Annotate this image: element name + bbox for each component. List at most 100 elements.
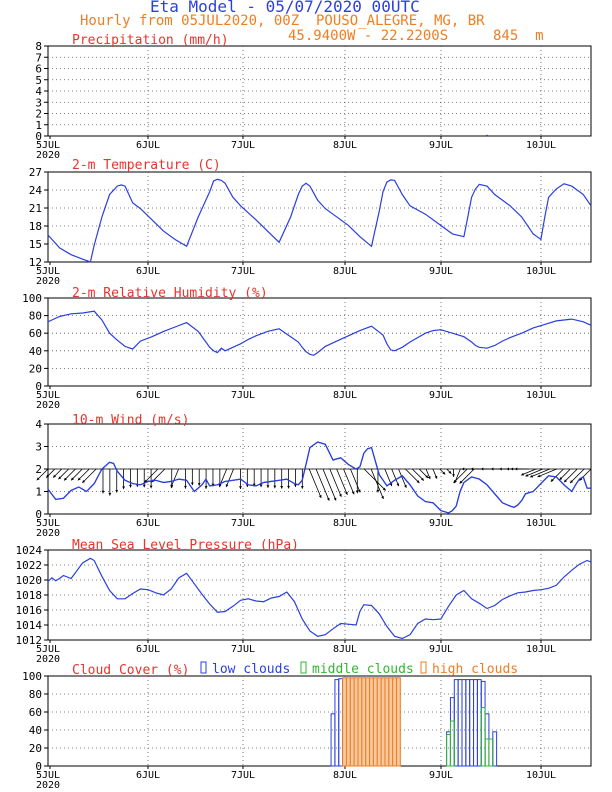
wind-vector-head xyxy=(564,479,567,483)
temp-title: 2-m Temperature (C) xyxy=(72,158,221,173)
cloud-frame xyxy=(47,675,592,767)
wind-vector-head xyxy=(318,494,322,498)
temp-xtick-label: 10JUL xyxy=(526,266,556,277)
wind-vector-head xyxy=(559,477,563,480)
mslp-xtick-label: 6JUL xyxy=(136,644,160,655)
wind-vector xyxy=(569,468,585,484)
low-clouds-bar xyxy=(461,679,467,767)
low-clouds-bar xyxy=(330,713,336,767)
mslp-year-label: 2020 xyxy=(36,654,60,665)
low-clouds-bar xyxy=(488,738,494,767)
mslp-xtick-label: 9JUL xyxy=(429,644,453,655)
precip-ytick-label: 6 xyxy=(35,63,42,76)
high-clouds-bar xyxy=(372,677,378,767)
precip-ytick-label: 1 xyxy=(35,119,42,132)
temp-series-line xyxy=(47,178,592,263)
wind-vector-head xyxy=(525,473,529,477)
wind-vector xyxy=(563,468,578,483)
low-clouds-bar xyxy=(473,679,478,767)
low-clouds-bar xyxy=(446,731,451,767)
rh-ytick-label: 40 xyxy=(29,345,42,358)
wind-vector-head xyxy=(427,476,431,480)
wind-vector xyxy=(308,468,322,499)
wind-ytick-label: 1 xyxy=(35,486,42,499)
wind-vector-head xyxy=(459,480,463,484)
wind-xtick-label: 6JUL xyxy=(136,518,160,529)
wind-vector xyxy=(370,468,384,500)
temp-xtick-label: 5JUL xyxy=(36,266,60,277)
temp-xtick-label: 8JUL xyxy=(333,266,357,277)
wind-vector xyxy=(459,468,475,484)
rh-ytick-label: 20 xyxy=(29,362,42,375)
high-clouds-bar xyxy=(388,677,394,767)
middle-clouds-bar xyxy=(446,734,451,767)
low-clouds-bar xyxy=(465,679,471,767)
chart-title: Eta Model - 05/07/2020 00UTC xyxy=(150,0,420,16)
wind-vector xyxy=(36,468,49,481)
middle-clouds-bar xyxy=(480,707,486,767)
wind-vector xyxy=(343,468,355,495)
rh-xtick-label: 5JUL xyxy=(36,390,60,401)
cloud-xtick-label: 6JUL xyxy=(136,770,160,781)
cloud-panel xyxy=(44,661,592,769)
mslp-xtick-label: 5JUL xyxy=(36,644,60,655)
temp-ytick-label: 21 xyxy=(29,202,42,215)
mslp-ytick-label: 1016 xyxy=(16,604,43,617)
temp-ytick-label: 18 xyxy=(29,220,42,233)
wind-vector-head xyxy=(382,487,386,491)
wind-vector xyxy=(537,468,557,478)
cloud-ytick-label: 100 xyxy=(22,670,42,683)
cloud-title: Cloud Cover (%) xyxy=(72,663,189,678)
middle-clouds-bar xyxy=(488,738,494,767)
wind-vector-head xyxy=(376,489,380,493)
rh-xtick-label: 9JUL xyxy=(429,390,453,401)
cloud-xtick-label: 10JUL xyxy=(526,770,556,781)
wind-vector xyxy=(350,468,361,493)
mslp-xtick-label: 8JUL xyxy=(333,644,357,655)
low-clouds-bar xyxy=(457,679,463,767)
rh-xtick-label: 8JUL xyxy=(333,390,357,401)
wind-vector-head xyxy=(357,489,361,493)
wind-vector-head xyxy=(46,474,50,478)
wind-vector-head xyxy=(71,477,74,481)
wind-vector-head xyxy=(470,467,474,471)
temp-xtick-label: 9JUL xyxy=(429,266,453,277)
mslp-ytick-label: 1022 xyxy=(16,559,43,572)
wind-vector-head xyxy=(461,467,465,471)
wind-vector-head xyxy=(239,486,242,489)
wind-vector-head xyxy=(550,478,554,482)
wind-vector xyxy=(329,468,342,498)
cloud-ytick-label: 20 xyxy=(29,742,42,755)
wind-speed-line xyxy=(47,441,591,514)
wind-ytick-label: 0 xyxy=(35,508,42,521)
wind-vector-head xyxy=(355,490,359,494)
wind-vector-head xyxy=(300,486,304,489)
wind-vector-head xyxy=(351,491,355,495)
temp-xtick-label: 6JUL xyxy=(136,266,160,277)
wind-xtick-label: 9JUL xyxy=(429,518,453,529)
wind-vector-head xyxy=(404,484,407,488)
cloud-year-label: 2020 xyxy=(36,780,60,791)
wind-vector-head xyxy=(570,480,573,484)
station-elevation: 845 m xyxy=(493,28,544,44)
mslp-panel xyxy=(44,549,592,643)
wind-vector xyxy=(81,468,97,484)
wind-vector xyxy=(225,468,234,488)
middle-clouds-bar xyxy=(449,720,455,767)
wind-ytick-label: 2 xyxy=(35,463,42,476)
mslp-xtick-label: 10JUL xyxy=(526,644,556,655)
precip-ytick-label: 7 xyxy=(35,51,42,64)
precip-xtick-label: 8JUL xyxy=(333,140,357,151)
wind-xtick-label: 7JUL xyxy=(231,518,255,529)
wind-vector-head xyxy=(294,484,297,488)
wind-vector-head xyxy=(521,472,525,476)
wind-vector-head xyxy=(537,474,541,478)
wind-vector-head xyxy=(204,486,208,489)
precip-ytick-label: 3 xyxy=(35,96,42,109)
wind-vector-head xyxy=(420,477,424,481)
rh-series-line xyxy=(47,310,592,356)
wind-vector xyxy=(336,468,348,496)
wind-vector-head xyxy=(416,480,420,484)
cloud-ytick-label: 0 xyxy=(35,760,42,773)
high-clouds-bar xyxy=(357,677,363,767)
